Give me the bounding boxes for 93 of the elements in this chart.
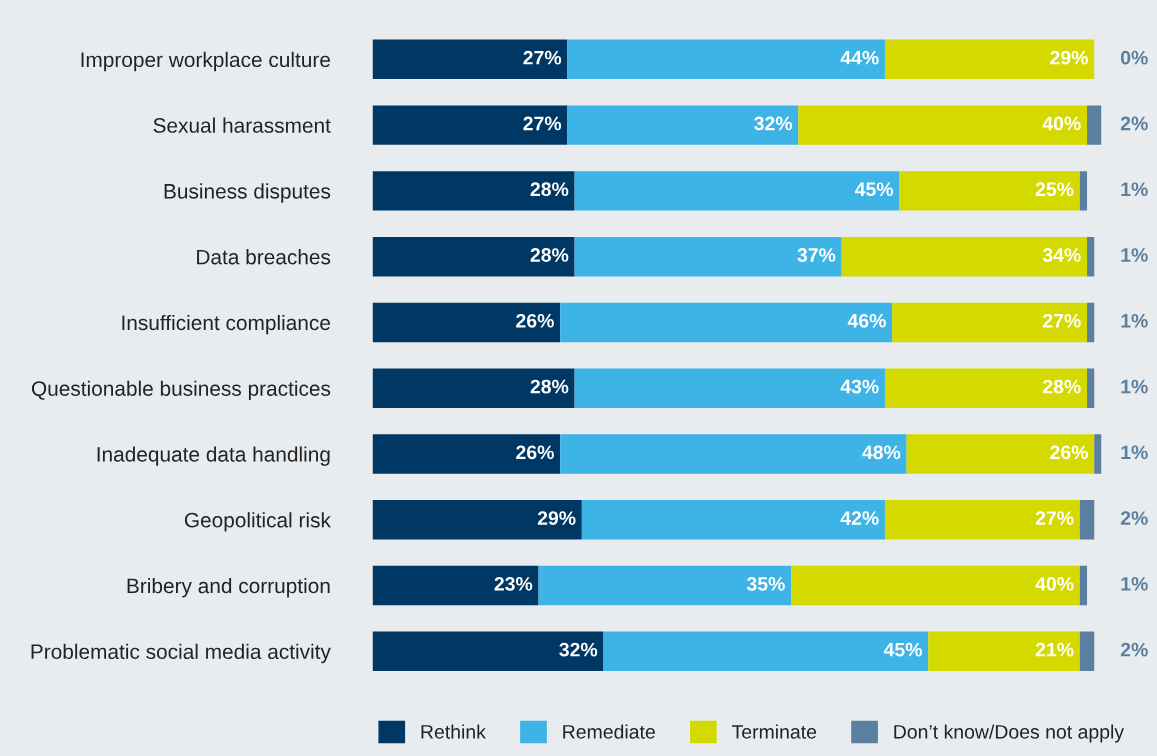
bar [538, 565, 792, 606]
bar [574, 368, 885, 408]
bar [884, 39, 1095, 80]
bar [603, 631, 929, 672]
bar [798, 105, 1088, 145]
bar [372, 171, 575, 211]
y-tick-label: Bribery and corruption [127, 577, 330, 598]
bar [1094, 434, 1102, 474]
bar [884, 368, 1088, 408]
bar [560, 434, 907, 474]
bar [892, 302, 1088, 343]
data-label: 1% [1121, 182, 1148, 197]
data-label: 46% [847, 313, 886, 328]
bar [1087, 236, 1095, 277]
data-label: 2% [1120, 511, 1148, 525]
bar [1079, 171, 1088, 211]
data-label: 25% [1035, 182, 1074, 197]
data-label: 43% [840, 379, 879, 394]
data-label: 1% [1121, 577, 1148, 591]
data-label: 26% [516, 445, 554, 460]
data-label: 21% [1035, 642, 1074, 657]
data-label: 45% [854, 182, 894, 197]
data-label: 27% [523, 116, 562, 131]
bar [372, 631, 604, 672]
data-label: 34% [1042, 248, 1081, 262]
bar [574, 171, 900, 211]
y-tick-label: Business disputes [164, 183, 331, 203]
data-label: 28% [1043, 379, 1081, 394]
data-label: 40% [1035, 576, 1074, 591]
data-label: 23% [494, 576, 533, 591]
data-label: 28% [530, 248, 569, 262]
legend-label: Remediate [563, 724, 655, 739]
data-label: 35% [746, 576, 785, 591]
bar [1079, 565, 1088, 606]
bar [372, 500, 582, 540]
data-label: 48% [862, 445, 901, 460]
y-tick-label: Problematic social media activity [31, 643, 331, 664]
data-label: 27% [1043, 313, 1081, 328]
data-label: 26% [1050, 445, 1088, 460]
data-label: 42% [840, 511, 879, 525]
y-tick-label: Questionable business practices [31, 380, 331, 401]
bar [372, 302, 561, 343]
data-label: 37% [797, 248, 836, 262]
data-label: 40% [1042, 116, 1081, 131]
y-tick-label: Inadequate data handling [97, 446, 330, 466]
data-label: 26% [516, 313, 554, 328]
legend-label: Don’t know/Does not apply [894, 724, 1125, 743]
bar [567, 39, 885, 80]
bar [581, 500, 885, 540]
data-label: 2% [1120, 642, 1148, 657]
bar [1079, 500, 1095, 540]
data-label: 29% [537, 511, 576, 525]
bar [372, 434, 561, 474]
data-label: 32% [754, 116, 793, 131]
bar [574, 236, 842, 277]
y-tick-label: Geopolitical risk [184, 512, 331, 532]
bar [928, 631, 1080, 672]
data-label: 28% [530, 379, 569, 394]
bar [372, 565, 539, 606]
data-label: 45% [883, 642, 922, 657]
bar [1079, 631, 1095, 672]
data-label: 1% [1121, 445, 1148, 460]
bar [1087, 105, 1102, 145]
data-label: 1% [1121, 313, 1148, 328]
data-label: 1% [1121, 379, 1148, 394]
bar [1087, 368, 1095, 408]
y-tick-label: Sexual harassment [153, 117, 331, 133]
data-label: 1% [1121, 248, 1148, 262]
bar [372, 105, 568, 145]
bar [906, 434, 1095, 474]
bar [884, 500, 1080, 540]
bar [841, 236, 1088, 277]
bar [372, 39, 568, 80]
bar [899, 171, 1080, 211]
bar [560, 302, 893, 343]
data-label: 2% [1120, 116, 1148, 131]
bar [1087, 302, 1095, 343]
data-label: 29% [1050, 50, 1088, 65]
y-tick-label: Data breaches [197, 249, 331, 265]
y-tick-label: Insufficient compliance [122, 314, 330, 335]
data-label: 27% [1035, 511, 1074, 525]
bar [372, 368, 575, 408]
bar [791, 565, 1080, 606]
data-label: 28% [530, 182, 569, 197]
bar [372, 236, 575, 277]
data-label: 44% [840, 50, 879, 65]
data-label: 27% [523, 50, 562, 65]
legend-label: Terminate [732, 724, 817, 739]
y-tick-label: Improper workplace culture [81, 51, 330, 72]
data-label: 0% [1120, 50, 1148, 65]
legend-label: Rethink [421, 724, 486, 739]
data-label: 32% [559, 642, 598, 657]
bar [567, 105, 799, 145]
